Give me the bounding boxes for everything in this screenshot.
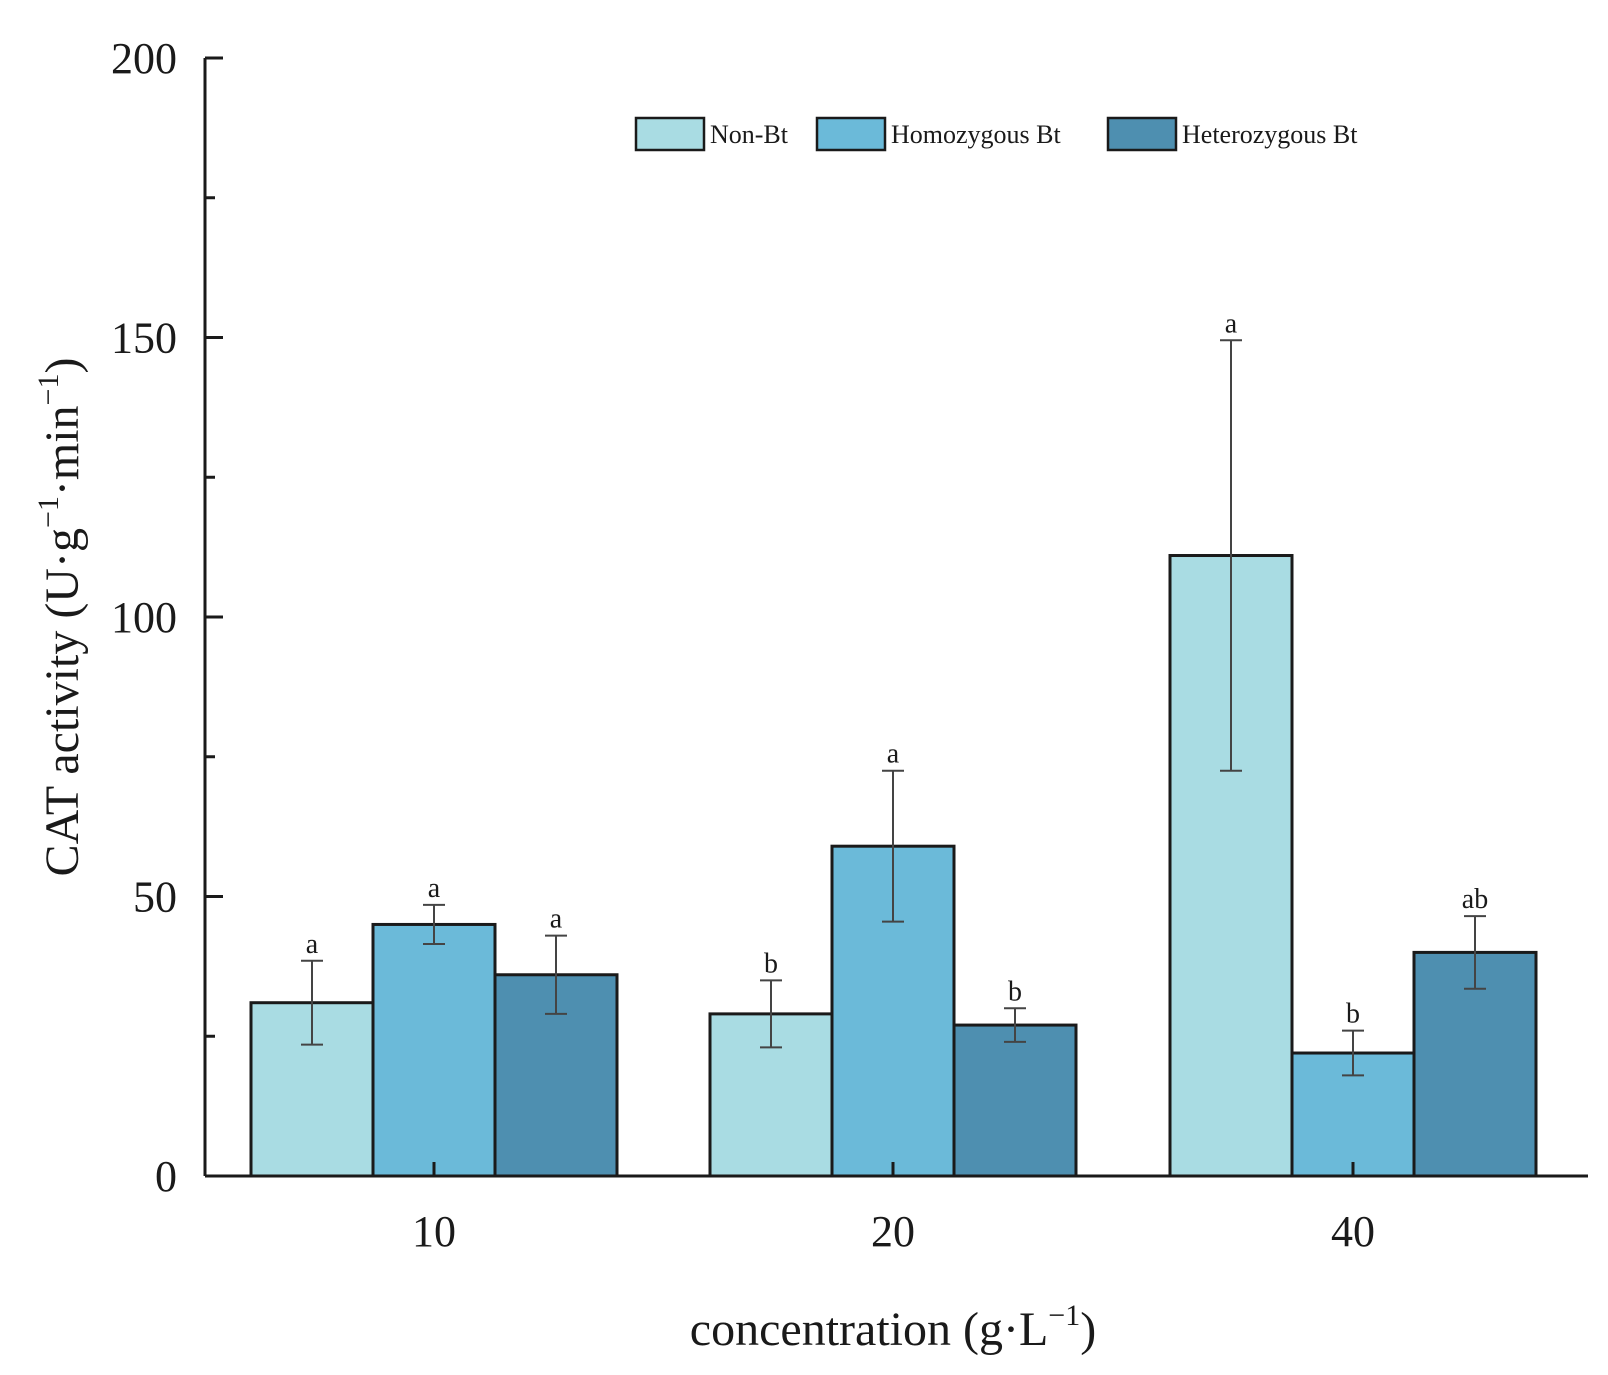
- error-bar-heterozygous-bt-10: [545, 934, 567, 1015]
- error-bar-homozygous-bt-20: [882, 769, 904, 923]
- bar-heterozygous-bt-20: [952, 1023, 1078, 1178]
- significance-label: b: [1346, 999, 1360, 1030]
- error-bar-heterozygous-bt-40: [1464, 915, 1486, 990]
- significance-label: a: [1225, 308, 1238, 339]
- error-bar-heterozygous-bt-20: [1004, 1007, 1026, 1043]
- significance-label: ab: [1462, 884, 1488, 915]
- legend-swatch: [815, 116, 887, 152]
- x-tick-label: 20: [871, 1207, 915, 1256]
- error-bar-non-bt-20: [760, 979, 782, 1049]
- x-tick-label: 10: [412, 1207, 456, 1256]
- legend-item-heterozygous-bt: Heterozygous Bt: [1106, 116, 1358, 152]
- legend: Non-Bt Homozygous Bt Heterozygous Bt: [634, 116, 1358, 152]
- y-tick-label: 200: [111, 34, 177, 83]
- legend-swatch: [634, 116, 706, 152]
- y-tick-label: 150: [111, 314, 177, 363]
- significance-label: a: [550, 904, 563, 935]
- y-ticks-layer: 0 50 100 150 200: [111, 34, 223, 1201]
- legend-label: Non-Bt: [710, 120, 789, 149]
- error-bar-non-bt-10: [301, 959, 323, 1046]
- error-bar-homozygous-bt-40: [1342, 1029, 1364, 1077]
- significance-label: a: [428, 873, 441, 904]
- error-bar-homozygous-bt-10: [423, 903, 445, 946]
- error-bars-layer: [301, 339, 1486, 1077]
- legend-label: Heterozygous Bt: [1182, 120, 1358, 149]
- legend-label: Homozygous Bt: [891, 120, 1062, 149]
- bar-homozygous-bt-10: [371, 922, 497, 1178]
- y-tick-label: 0: [155, 1152, 177, 1201]
- error-bar-non-bt-40: [1220, 339, 1242, 772]
- x-tick-label: 40: [1331, 1207, 1375, 1256]
- significance-label: b: [1008, 976, 1022, 1007]
- significance-label: b: [764, 948, 778, 979]
- legend-item-homozygous-bt: Homozygous Bt: [815, 116, 1062, 152]
- x-axis-title: concentration (g·L−1): [690, 1299, 1096, 1356]
- y-tick-label: 100: [111, 593, 177, 642]
- y-axis-title: CAT activity (U·g−1·min−1): [32, 358, 89, 877]
- bars-layer: [249, 554, 1538, 1178]
- x-ticks-layer: 10 20 40: [412, 1162, 1375, 1256]
- significance-label: a: [887, 739, 900, 770]
- legend-swatch: [1106, 116, 1178, 152]
- significance-label: a: [306, 929, 319, 960]
- y-tick-label: 50: [133, 873, 177, 922]
- legend-item-non-bt: Non-Bt: [634, 116, 789, 152]
